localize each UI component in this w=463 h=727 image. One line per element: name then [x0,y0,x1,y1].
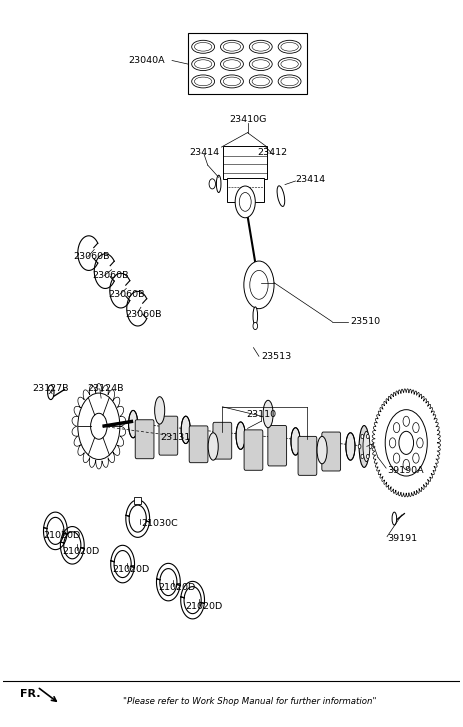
Text: 21020D: 21020D [62,547,100,555]
Ellipse shape [48,385,54,400]
Text: 21020D: 21020D [186,602,223,611]
Ellipse shape [208,433,218,460]
Text: 39191: 39191 [387,534,417,542]
Ellipse shape [216,175,221,193]
Text: 23060B: 23060B [74,252,110,261]
Circle shape [209,179,215,189]
Ellipse shape [317,436,327,464]
Text: 21030C: 21030C [141,519,178,528]
Circle shape [253,322,257,329]
Ellipse shape [281,77,298,86]
Ellipse shape [220,57,244,71]
Ellipse shape [278,40,301,53]
Bar [134,497,141,505]
Text: 23412: 23412 [257,148,288,156]
Ellipse shape [250,57,272,71]
Circle shape [403,459,409,470]
Bar [227,178,263,202]
Text: 23110: 23110 [246,409,276,419]
Text: FR.: FR. [20,689,41,699]
Text: 23060B: 23060B [92,271,128,280]
Ellipse shape [281,60,298,68]
Ellipse shape [192,75,214,88]
Text: 23410G: 23410G [229,115,266,124]
Ellipse shape [129,411,138,438]
FancyBboxPatch shape [298,436,317,475]
Text: 23510: 23510 [350,317,381,326]
Ellipse shape [223,42,241,51]
Circle shape [361,434,364,438]
Circle shape [358,444,361,449]
Text: 23513: 23513 [261,352,292,361]
Text: 23124B: 23124B [88,385,124,393]
Circle shape [403,417,409,426]
Ellipse shape [363,431,370,462]
Text: "Please refer to Work Shop Manual for further information": "Please refer to Work Shop Manual for fu… [123,696,376,706]
Ellipse shape [277,186,285,206]
Ellipse shape [252,77,269,86]
Bar [223,145,267,179]
FancyBboxPatch shape [213,422,232,459]
Text: 21020D: 21020D [43,531,80,539]
Ellipse shape [194,77,212,86]
Circle shape [394,453,400,463]
Text: 21020D: 21020D [158,582,195,592]
Circle shape [244,261,274,309]
Circle shape [369,444,372,449]
Ellipse shape [278,75,301,88]
Ellipse shape [250,75,272,88]
FancyBboxPatch shape [189,426,208,462]
Circle shape [413,422,419,433]
Text: 23127B: 23127B [32,385,69,393]
Ellipse shape [220,75,244,88]
Circle shape [394,422,400,433]
Ellipse shape [359,425,369,467]
FancyBboxPatch shape [268,425,287,466]
FancyBboxPatch shape [244,430,263,470]
Circle shape [239,193,251,212]
FancyBboxPatch shape [135,419,154,459]
Circle shape [413,453,419,463]
Ellipse shape [155,397,165,424]
Ellipse shape [194,60,212,68]
Ellipse shape [181,416,190,443]
Circle shape [235,186,255,218]
Ellipse shape [252,42,269,51]
Ellipse shape [346,433,355,460]
Ellipse shape [278,57,301,71]
Text: 23040A: 23040A [129,56,165,65]
FancyBboxPatch shape [322,432,341,471]
Ellipse shape [192,57,214,71]
Ellipse shape [250,40,272,53]
Ellipse shape [223,77,241,86]
Circle shape [417,438,423,448]
Ellipse shape [263,401,273,427]
Ellipse shape [220,40,244,53]
Text: 23060B: 23060B [108,290,144,299]
Text: 23131: 23131 [161,433,191,441]
Text: 21020D: 21020D [113,565,150,574]
Ellipse shape [236,422,245,449]
Text: 39190A: 39190A [387,466,424,475]
Circle shape [366,454,369,459]
Text: 23414: 23414 [295,175,325,184]
Ellipse shape [194,42,212,51]
Text: 23060B: 23060B [125,310,162,319]
Ellipse shape [223,60,241,68]
Circle shape [366,434,369,438]
Circle shape [250,270,268,300]
Circle shape [389,438,396,448]
FancyBboxPatch shape [159,416,178,455]
Ellipse shape [281,42,298,51]
Ellipse shape [192,40,214,53]
Text: 23414: 23414 [189,148,219,156]
Ellipse shape [252,60,269,68]
Ellipse shape [392,512,397,525]
Bar [188,33,307,95]
Circle shape [361,454,364,459]
Ellipse shape [253,307,257,325]
Ellipse shape [291,427,300,455]
